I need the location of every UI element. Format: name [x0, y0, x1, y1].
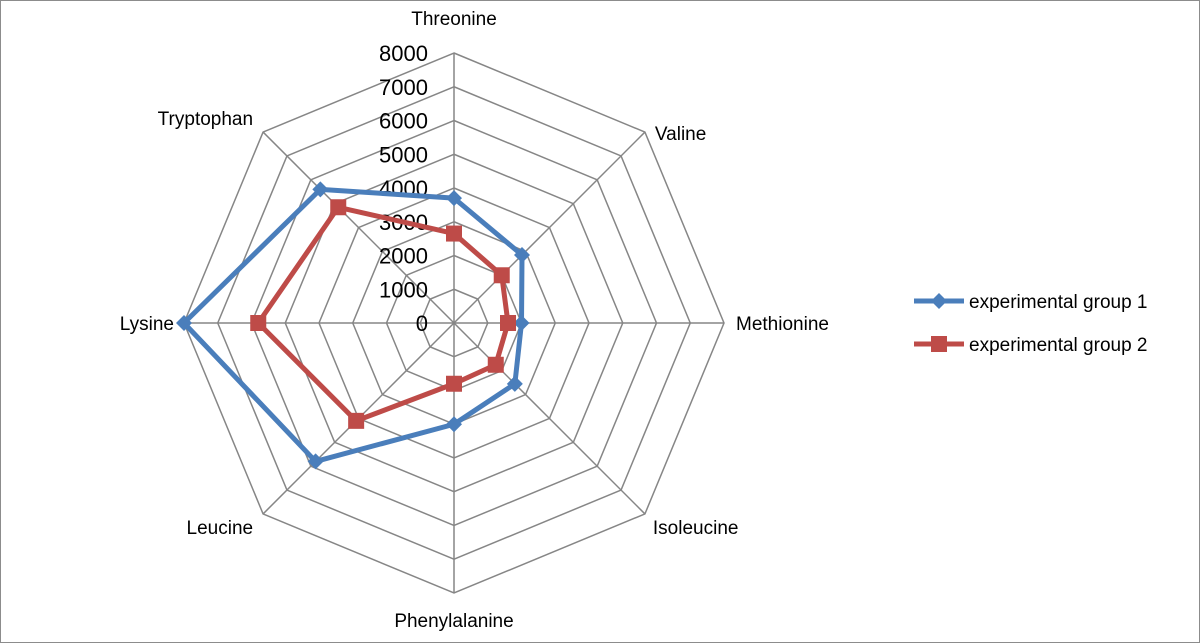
spoke-isoleucine — [453, 322, 646, 515]
data-point-lysine — [250, 315, 267, 331]
data-point-leucine — [307, 453, 324, 470]
tick-label: 2000 — [379, 244, 428, 269]
spoke-tryptophan — [262, 131, 455, 324]
series-line — [255, 204, 511, 424]
series-1 — [176, 181, 531, 470]
category-label-methionine: Methionine — [736, 314, 829, 335]
data-point-tryptophan — [312, 181, 329, 198]
tick-label: 1000 — [379, 277, 428, 302]
data-point-isoleucine — [506, 375, 523, 392]
data-point-methionine — [513, 315, 530, 331]
category-label-lysine: Lysine — [120, 314, 174, 335]
data-point-lysine — [176, 315, 192, 331]
category-labels: Threonine Valine Methionine Isoleucine Pheny… — [120, 9, 829, 632]
data-point-isoleucine — [487, 356, 504, 373]
tick-label: 8000 — [379, 41, 428, 66]
spoke-valine — [453, 131, 646, 324]
data-point-leucine — [348, 412, 365, 429]
data-point-valine — [493, 267, 510, 284]
data-point-threonine — [446, 225, 462, 242]
tick-label: 7000 — [379, 75, 428, 100]
legend-label: experimental group 2 — [969, 335, 1148, 356]
data-point-threonine — [446, 190, 462, 207]
category-label-valine: Valine — [655, 124, 706, 145]
data-point-methionine — [500, 315, 516, 331]
tick-label: 0 — [416, 311, 428, 336]
data-series — [176, 181, 531, 470]
data-point-phenylalanine — [446, 375, 462, 392]
legend-item-2: experimental group 2 — [914, 335, 1148, 356]
category-label-tryptophan: Tryptophan — [158, 109, 253, 130]
category-label-isoleucine: Isoleucine — [653, 518, 739, 539]
legend-marker — [931, 293, 947, 309]
category-label-threonine: Threonine — [411, 9, 497, 30]
data-point-phenylalanine — [446, 416, 462, 433]
category-label-phenylalanine: Phenylalanine — [394, 611, 513, 632]
series-2 — [250, 199, 516, 429]
data-point-tryptophan — [330, 199, 347, 216]
category-label-leucine: Leucine — [187, 518, 254, 539]
tick-label: 6000 — [379, 109, 428, 134]
legend: experimental group 1 experimental group 2 — [914, 292, 1148, 356]
legend-label: experimental group 1 — [969, 292, 1148, 313]
data-point-valine — [514, 246, 531, 263]
tick-label: 5000 — [379, 142, 428, 167]
legend-marker — [931, 336, 947, 352]
legend-item-1: experimental group 1 — [914, 292, 1148, 313]
